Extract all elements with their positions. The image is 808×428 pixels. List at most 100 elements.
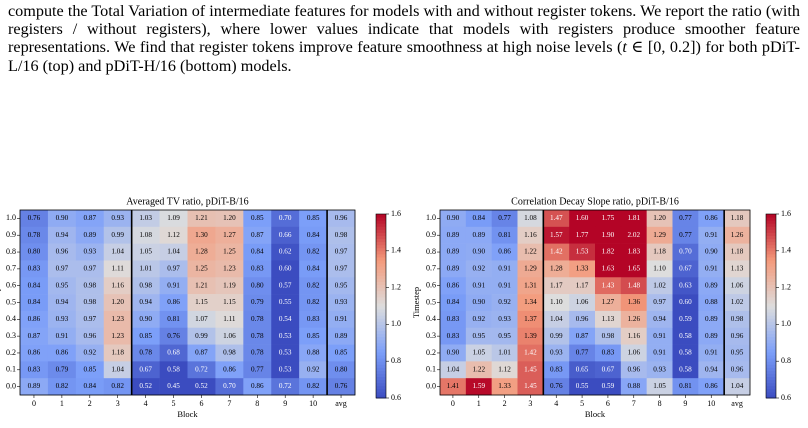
cell-label: 0.97 xyxy=(653,298,666,306)
colorbar-segment xyxy=(766,223,776,227)
cell-label: 0.84 xyxy=(28,298,41,306)
heatmap-cell xyxy=(491,344,518,362)
cell-label: 1.07 xyxy=(195,315,208,323)
colorbar-segment xyxy=(766,238,776,243)
cell-label: 0.91 xyxy=(472,281,485,289)
heatmap-cell xyxy=(327,378,356,396)
cell-label: 0.77 xyxy=(498,214,511,222)
y-tick-label: 0.6 xyxy=(6,281,16,290)
cell-label: 1.02 xyxy=(653,281,666,289)
y-tick-label: 0.5 xyxy=(6,297,16,306)
heatmap-cell xyxy=(569,294,596,312)
heatmap-cell xyxy=(672,277,699,295)
y-tick-label: 1.0 xyxy=(426,213,436,222)
cell-label: 0.87 xyxy=(195,349,208,357)
heatmap-cell xyxy=(103,378,132,396)
heatmap-cell xyxy=(672,226,699,244)
colorbar-segment xyxy=(766,296,776,301)
heatmap-cell xyxy=(187,344,216,362)
colorbar-segment xyxy=(376,382,386,387)
heatmap-cell xyxy=(543,378,570,396)
colorbar-segment xyxy=(766,388,776,393)
colorbar-segment xyxy=(766,345,776,350)
cell-label: 0.76 xyxy=(167,332,180,340)
heatmap-cell xyxy=(327,344,356,362)
heatmap-cell xyxy=(187,294,216,312)
colorbar-segment xyxy=(766,394,776,399)
heatmap-cell xyxy=(465,210,492,228)
colorbar-segment xyxy=(766,358,776,362)
cell-label: 0.76 xyxy=(335,382,348,390)
y-tick-label: 0.5 xyxy=(426,297,436,306)
colorbar-segment xyxy=(376,342,386,347)
cell-label: 0.82 xyxy=(307,382,320,390)
x-tick-label: 7 xyxy=(227,399,231,408)
y-tick-label: 0.7 xyxy=(426,264,436,273)
y-tick-label: 0.0 xyxy=(426,381,436,390)
colorbar-segment xyxy=(766,315,776,319)
heatmap-cell xyxy=(299,327,328,345)
heatmap-cell xyxy=(620,378,647,396)
cell-label: 1.21 xyxy=(195,281,208,289)
heatmap-cell xyxy=(595,226,622,244)
colorbar-segment xyxy=(376,232,386,236)
colorbar-tick-label: 1.2 xyxy=(781,282,791,291)
heatmap-cell xyxy=(440,243,467,261)
heatmap-cell xyxy=(595,361,622,379)
heatmap-cell xyxy=(299,210,328,228)
heatmap-cell xyxy=(327,294,356,312)
heatmap-cell xyxy=(698,210,725,228)
cell-label: 1.28 xyxy=(550,265,563,273)
colorbar-segment xyxy=(766,217,776,221)
cell-label: 0.98 xyxy=(731,315,744,323)
cell-label: 0.82 xyxy=(56,382,69,390)
colorbar-segment xyxy=(766,253,776,258)
cell-label: 0.82 xyxy=(307,281,320,289)
x-tick-label: 3 xyxy=(116,399,120,408)
heatmap-cell xyxy=(595,277,622,295)
colorbar-segment xyxy=(376,214,386,218)
cell-label: 0.86 xyxy=(447,281,460,289)
colorbar-tick-label: 1.6 xyxy=(781,209,791,218)
cell-label: 1.16 xyxy=(111,281,124,289)
heatmap-cell xyxy=(646,226,673,244)
cell-label: 1.04 xyxy=(167,248,180,256)
colorbar-segment xyxy=(376,376,386,381)
heatmap-cell xyxy=(646,294,673,312)
cell-label: 0.96 xyxy=(576,315,589,323)
cell-label: 0.91 xyxy=(335,315,348,323)
heatmap-cell xyxy=(215,243,244,261)
heatmap-cell xyxy=(299,361,328,379)
colorbar-segment xyxy=(376,229,386,233)
colorbar-segment xyxy=(376,394,386,399)
cell-label: 0.81 xyxy=(679,382,692,390)
cell-label: 1.15 xyxy=(195,298,208,306)
cell-label: 0.55 xyxy=(279,298,292,306)
heatmap-cell xyxy=(243,344,272,362)
colorbar-segment xyxy=(376,306,386,310)
heatmap-cell xyxy=(243,260,272,278)
colorbar-segment xyxy=(766,339,776,344)
colorbar-segment xyxy=(766,385,776,390)
heatmap-cell xyxy=(595,327,622,345)
cell-label: 0.87 xyxy=(28,332,41,340)
heatmap-cell xyxy=(327,310,356,329)
colorbar-tick-label: 0.6 xyxy=(781,393,791,402)
cell-label: 0.89 xyxy=(335,332,348,340)
colorbar-segment xyxy=(766,275,776,279)
heatmap-cell xyxy=(465,344,492,362)
heatmap-cell xyxy=(491,260,518,278)
colorbar-segment xyxy=(376,361,386,365)
cell-label: 0.86 xyxy=(251,382,264,390)
heatmap-cell xyxy=(620,327,647,345)
heatmap-cell xyxy=(131,210,160,228)
cell-label: 1.04 xyxy=(550,315,563,323)
heatmap-cell xyxy=(698,226,725,244)
heatmap-cell xyxy=(131,344,160,362)
cell-label: 0.92 xyxy=(472,265,485,273)
colorbar-segment xyxy=(766,352,776,356)
heatmap-cell xyxy=(187,310,216,329)
cell-label: 0.78 xyxy=(28,231,41,239)
heatmap-cell xyxy=(103,294,132,312)
x-axis-label: Block xyxy=(585,409,606,419)
